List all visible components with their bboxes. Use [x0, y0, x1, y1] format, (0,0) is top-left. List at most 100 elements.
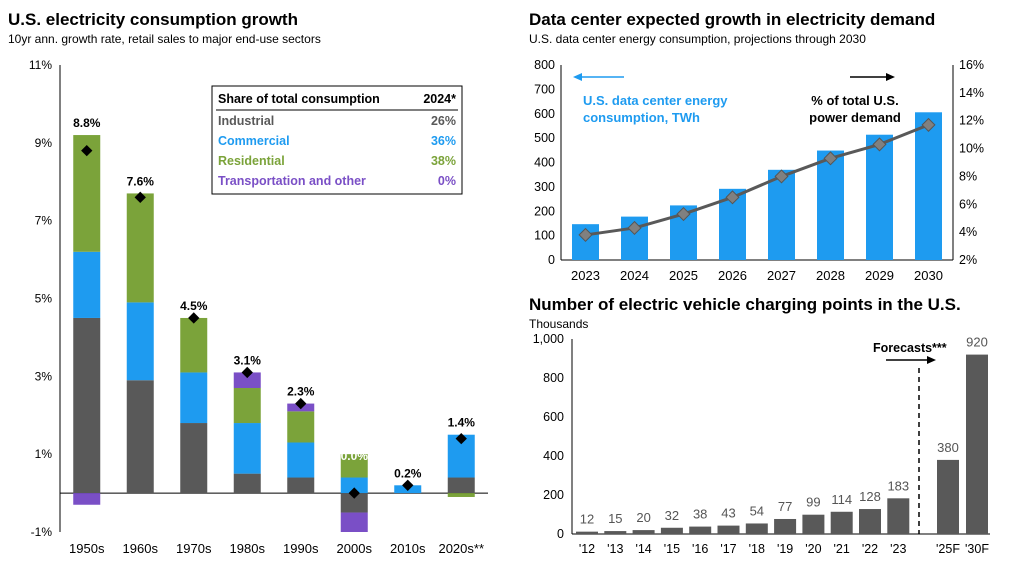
ev-x-tick-label: '16 — [692, 542, 708, 556]
left-chart-title: U.S. electricity consumption growth — [8, 10, 298, 29]
dc-share-point — [725, 190, 740, 205]
total-marker — [188, 312, 200, 324]
legend-row-name: Transportation and other — [218, 174, 366, 188]
total-label: 4.5% — [180, 299, 208, 313]
dc-y-tick-label: 300 — [534, 180, 555, 194]
bar-segment — [233, 372, 261, 389]
dc-share-point — [774, 169, 789, 184]
x-tick-label: 2010s — [390, 541, 426, 556]
dc-y-tick-label: 400 — [534, 156, 555, 170]
bar-segment — [340, 477, 368, 494]
dc-share-point — [823, 151, 838, 166]
dc-bar — [915, 112, 942, 260]
ev-bar — [717, 525, 740, 534]
dc-y-tick-label: 700 — [534, 82, 555, 96]
total-label: 2.3% — [287, 385, 315, 399]
dc-y2-tick-label: 6% — [959, 197, 977, 211]
x-tick-label: 2000s — [337, 541, 373, 556]
total-label: 7.6% — [127, 174, 155, 188]
ev-value-label: 12 — [580, 512, 594, 527]
ev-value-label: 128 — [859, 489, 881, 504]
ev-x-tick-label: '30F — [965, 542, 989, 556]
legend-header: Share of total consumption — [218, 92, 380, 106]
ev-value-label: 183 — [887, 478, 909, 493]
bar-segment — [126, 302, 154, 381]
legend-header-year: 2024* — [423, 92, 456, 106]
ev-y-tick-label: 400 — [543, 449, 564, 463]
total-label: 8.8% — [73, 116, 101, 130]
dc-x-tick-label: 2023 — [571, 268, 600, 283]
dc-y-tick-label: 100 — [534, 229, 555, 243]
ev-value-label: 32 — [665, 508, 679, 523]
dc-share-point — [578, 227, 593, 242]
bar-segment — [233, 423, 261, 474]
bar-segment — [287, 411, 315, 443]
ev-bar — [576, 531, 598, 534]
dc-left-annotation: U.S. data center energy — [583, 93, 728, 108]
total-marker — [455, 432, 467, 445]
dc-x-tick-label: 2025 — [669, 268, 698, 283]
bar-segment — [126, 193, 154, 303]
ev-y-tick-label: 600 — [543, 410, 564, 424]
ev-x-tick-label: '22 — [862, 542, 878, 556]
total-label: 3.1% — [234, 353, 262, 367]
total-label: 0.0% — [341, 449, 369, 463]
y-tick-label: 9% — [35, 136, 53, 150]
ev-value-label: 54 — [750, 503, 764, 518]
bar-segment — [73, 493, 101, 505]
dc-y2-tick-label: 2% — [959, 253, 977, 267]
dc-share-point — [627, 220, 642, 236]
total-label: 0.2% — [394, 466, 422, 480]
y-tick-label: 11% — [29, 58, 52, 72]
bar-segment — [233, 388, 261, 424]
ev-chart-subtitle: Thousands — [529, 317, 589, 331]
ev-value-label: 920 — [966, 335, 988, 350]
dc-x-tick-label: 2030 — [914, 268, 943, 283]
ev-y-tick-label: 0 — [557, 527, 564, 541]
legend-row-name: Commercial — [218, 134, 290, 148]
ev-bar — [937, 459, 959, 534]
ev-x-tick-label: '19 — [777, 542, 793, 556]
dc-y2-tick-label: 12% — [959, 114, 984, 128]
ev-x-tick-label: '12 — [579, 542, 595, 556]
dc-x-tick-label: 2027 — [767, 268, 796, 283]
bar-segment — [180, 423, 208, 494]
x-tick-label: 1950s — [69, 541, 105, 556]
ev-value-label: 43 — [721, 506, 735, 521]
ev-x-tick-label: '21 — [834, 542, 850, 556]
x-tick-label: 2020s** — [438, 541, 484, 556]
dc-x-tick-label: 2026 — [718, 268, 747, 283]
ev-value-label: 77 — [778, 499, 792, 514]
dc-left-arrow-head — [573, 73, 582, 81]
ev-x-tick-label: '13 — [607, 542, 623, 556]
ev-value-label: 20 — [636, 510, 650, 525]
dc-x-tick-label: 2029 — [865, 268, 894, 283]
total-marker — [348, 487, 360, 499]
forecast-annotation: Forecasts*** — [873, 341, 947, 355]
ev-bar — [632, 530, 655, 534]
ev-bar — [774, 518, 797, 534]
dc-x-tick-label: 2028 — [816, 268, 845, 283]
datacenter-chart-title: Data center expected growth in electrici… — [529, 10, 936, 29]
legend-row-name: Industrial — [218, 114, 274, 128]
bar-segment — [233, 473, 261, 494]
forecast-arrow-head — [927, 356, 936, 364]
dc-y-tick-label: 800 — [534, 58, 555, 72]
ev-bar — [689, 526, 712, 534]
ev-y-tick-label: 800 — [543, 371, 564, 385]
dc-x-tick-label: 2024 — [620, 268, 649, 283]
total-marker — [134, 191, 146, 203]
legend-row-value: 38% — [431, 154, 456, 168]
legend-table — [211, 85, 463, 195]
ev-value-label: 99 — [806, 495, 820, 510]
ev-y-tick-label: 1,000 — [533, 332, 564, 346]
ev-bar — [660, 527, 683, 534]
dc-bar — [866, 134, 893, 260]
y-tick-label: 7% — [35, 214, 53, 228]
dc-y2-tick-label: 14% — [959, 86, 984, 100]
dc-y-tick-label: 0 — [548, 253, 555, 267]
bar-segment — [340, 454, 368, 478]
dc-share-point — [921, 117, 936, 132]
ev-value-label: 114 — [831, 492, 852, 507]
